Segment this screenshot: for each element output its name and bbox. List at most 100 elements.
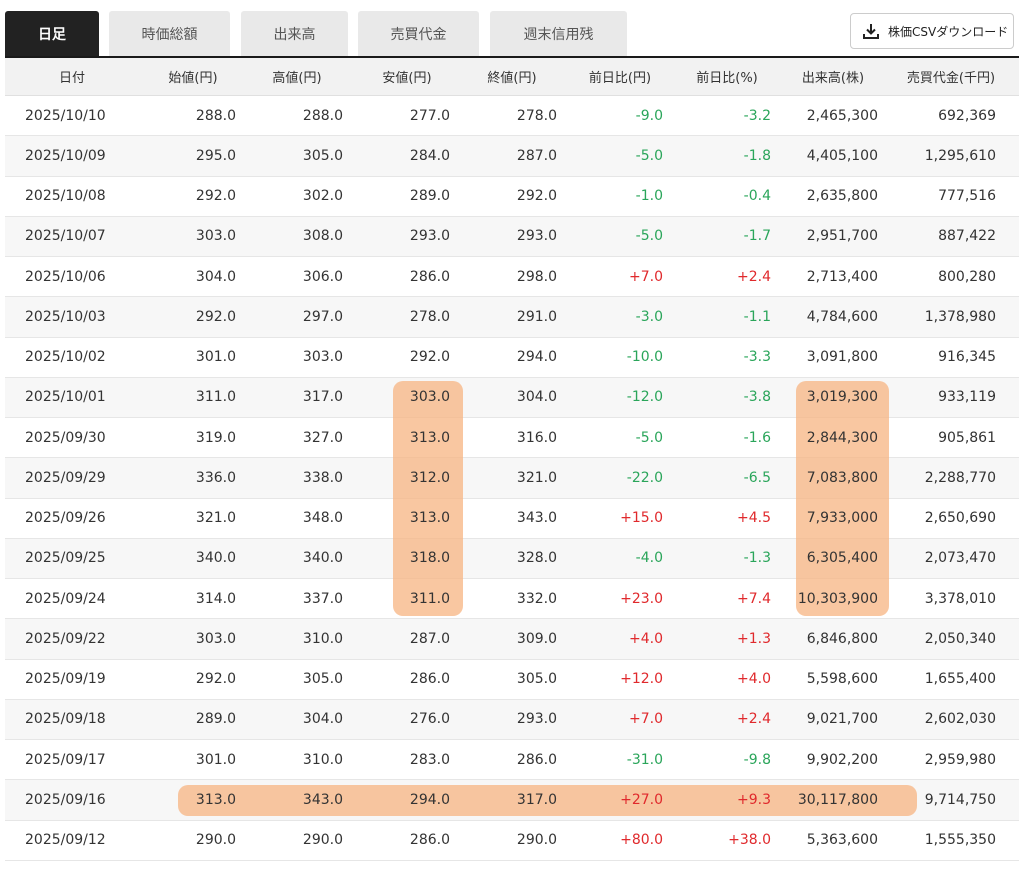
cell-volume: 2,635,800	[806, 188, 878, 205]
cell-high: 310.0	[302, 751, 343, 768]
csv-download-label: 株価CSVダウンロード	[888, 24, 1009, 39]
cell-high: 340.0	[302, 550, 343, 567]
cell-turnover: 1,378,980	[924, 308, 996, 325]
cell-high: 317.0	[302, 389, 343, 406]
cell-chg_pct: +4.0	[737, 671, 771, 688]
cell-chg: +23.0	[620, 590, 663, 607]
cell-date: 2025/10/09	[25, 147, 106, 164]
cell-open: 340.0	[195, 550, 236, 567]
column-header-close: 終値(円)	[487, 71, 537, 86]
cell-open: 301.0	[195, 751, 236, 768]
cell-date: 2025/10/07	[25, 228, 106, 245]
cell-close: 321.0	[516, 469, 557, 486]
cell-open: 303.0	[195, 630, 236, 647]
cell-close: 309.0	[516, 630, 557, 647]
cell-low: 289.0	[409, 188, 450, 205]
cell-high: 290.0	[302, 832, 343, 849]
cell-close: 294.0	[516, 349, 557, 366]
cell-chg: -10.0	[626, 349, 663, 366]
cell-low: 278.0	[409, 308, 450, 325]
cell-high: 305.0	[302, 671, 343, 688]
cell-volume: 7,083,800	[806, 469, 878, 486]
cell-chg_pct: -1.1	[743, 308, 771, 325]
cell-turnover: 2,073,470	[924, 550, 996, 567]
tab-daily[interactable]: 日足	[5, 11, 99, 56]
cell-low: 313.0	[409, 510, 450, 527]
cell-chg: -5.0	[635, 429, 663, 446]
cell-volume: 4,784,600	[806, 308, 878, 325]
cell-volume: 4,405,100	[806, 147, 878, 164]
cell-chg: +4.0	[629, 630, 663, 647]
cell-close: 292.0	[516, 188, 557, 205]
cell-date: 2025/10/06	[25, 268, 106, 285]
cell-volume: 2,465,300	[806, 107, 878, 124]
cell-chg: -9.0	[635, 107, 663, 124]
table-row: 2025/09/30 319.0 327.0 313.0 316.0 -5.0 -1.6 2,…	[5, 418, 1019, 459]
cell-chg_pct: -6.5	[743, 469, 771, 486]
cell-turnover: 2,602,030	[924, 711, 996, 728]
tab-margin-balance[interactable]: 週末信用残	[490, 11, 627, 56]
cell-close: 304.0	[516, 389, 557, 406]
cell-open: 290.0	[195, 832, 236, 849]
cell-chg: -4.0	[635, 550, 663, 567]
cell-date: 2025/10/03	[25, 308, 106, 325]
cell-chg_pct: +4.5	[737, 510, 771, 527]
cell-low: 313.0	[409, 429, 450, 446]
table-row: 2025/09/22 303.0 310.0 287.0 309.0 +4.0 +1.3 6,…	[5, 619, 1019, 660]
cell-open: 336.0	[195, 469, 236, 486]
cell-turnover: 905,861	[938, 429, 996, 446]
cell-low: 276.0	[409, 711, 450, 728]
table-row: 2025/09/18 289.0 304.0 276.0 293.0 +7.0 +2.4 9,…	[5, 699, 1019, 740]
tab-turnover[interactable]: 売買代金	[358, 11, 479, 56]
cell-chg_pct: -3.2	[743, 107, 771, 124]
table-row: 2025/09/29 336.0 338.0 312.0 321.0 -22.0 -6.5 7…	[5, 458, 1019, 499]
cell-volume: 5,598,600	[806, 671, 878, 688]
cell-turnover: 9,714,750	[924, 791, 996, 808]
cell-open: 321.0	[195, 510, 236, 527]
cell-close: 286.0	[516, 751, 557, 768]
cell-high: 348.0	[302, 510, 343, 527]
cell-close: 328.0	[516, 550, 557, 567]
cell-high: 337.0	[302, 590, 343, 607]
cell-low: 318.0	[409, 550, 450, 567]
cell-chg: -3.0	[635, 308, 663, 325]
tab-market-cap[interactable]: 時価総額	[109, 11, 230, 56]
cell-open: 304.0	[195, 268, 236, 285]
cell-high: 302.0	[302, 188, 343, 205]
cell-high: 303.0	[302, 349, 343, 366]
cell-date: 2025/10/02	[25, 349, 106, 366]
cell-turnover: 916,345	[938, 349, 996, 366]
cell-open: 319.0	[195, 429, 236, 446]
cell-high: 310.0	[302, 630, 343, 647]
cell-turnover: 2,650,690	[924, 510, 996, 527]
cell-volume: 5,363,600	[806, 832, 878, 849]
tab-volume[interactable]: 出来高	[241, 11, 348, 56]
cell-low: 311.0	[409, 590, 450, 607]
cell-chg: -1.0	[635, 188, 663, 205]
cell-turnover: 692,369	[938, 107, 996, 124]
cell-turnover: 2,288,770	[924, 469, 996, 486]
cell-close: 287.0	[516, 147, 557, 164]
table-row: 2025/10/08 292.0 302.0 289.0 292.0 -1.0 -0.4 2,…	[5, 176, 1019, 217]
column-header-date: 日付	[58, 71, 85, 86]
table-row: 2025/09/17 301.0 310.0 283.0 286.0 -31.0 -9.8 9…	[5, 740, 1019, 781]
cell-open: 313.0	[195, 791, 236, 808]
cell-open: 314.0	[195, 590, 236, 607]
cell-chg_pct: -1.8	[743, 147, 771, 164]
cell-chg: -5.0	[635, 228, 663, 245]
cell-high: 304.0	[302, 711, 343, 728]
column-header-volume: 出来高(株)	[801, 71, 865, 86]
column-header-chg_pct: 前日比(%)	[696, 71, 758, 86]
column-header-chg: 前日比(円)	[588, 71, 652, 86]
csv-download-button[interactable]: 株価CSVダウンロード	[850, 13, 1014, 49]
cell-date: 2025/09/18	[25, 711, 106, 728]
cell-turnover: 2,050,340	[924, 630, 996, 647]
column-header-low: 安値(円)	[382, 71, 432, 86]
cell-volume: 6,305,400	[806, 550, 878, 567]
cell-chg_pct: -3.3	[743, 349, 771, 366]
cell-chg_pct: -3.8	[743, 389, 771, 406]
cell-chg_pct: -1.6	[743, 429, 771, 446]
cell-turnover: 2,959,980	[924, 751, 996, 768]
cell-volume: 7,933,000	[806, 510, 878, 527]
